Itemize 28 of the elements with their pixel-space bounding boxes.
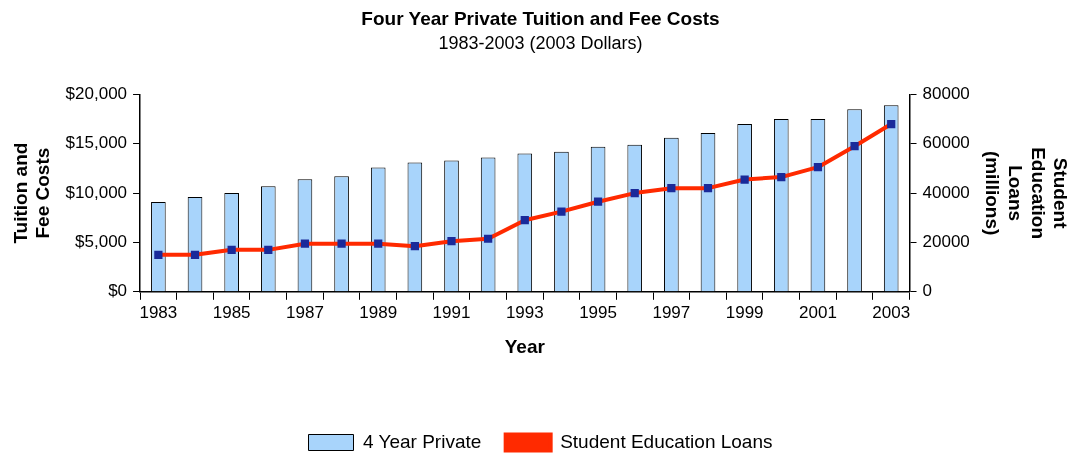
- legend-label: Student Education Loans: [560, 430, 773, 452]
- y-tick-label: $0: [108, 281, 128, 301]
- y-tick-label: $10,000: [65, 182, 128, 202]
- y2-tick-label: 0: [922, 281, 932, 301]
- x-tick-label: 1997: [652, 302, 691, 322]
- x-tick-label: 1999: [725, 302, 764, 322]
- y2-tick-label: 40000: [922, 182, 970, 202]
- x-tick-label: 1987: [286, 302, 324, 322]
- x-tick-label: 1991: [432, 302, 471, 322]
- y2-tick-label: 20000: [922, 232, 970, 252]
- x-tick-label: 1995: [579, 302, 617, 322]
- y-axis-title: Tuition and Fee Costs: [9, 142, 54, 244]
- x-tick-label: 2001: [799, 302, 837, 322]
- chart-subtitle: 1983-2003 (2003 Dollars): [438, 32, 643, 53]
- y2-tick-label: 80000: [922, 84, 970, 104]
- y-tick-label: $15,000: [65, 133, 128, 153]
- x-tick-label: 1989: [359, 302, 398, 322]
- x-tick-label: 2003: [872, 302, 911, 322]
- x-tick-label: 1985: [212, 302, 251, 322]
- x-tick-label: 1983: [139, 302, 178, 322]
- legend-label: 4 Year Private: [363, 430, 482, 452]
- y-tick-label: $20,000: [65, 84, 128, 104]
- y2-tick-label: 60000: [922, 133, 970, 153]
- chart-title: Four Year Private Tuition and Fee Costs: [361, 7, 720, 29]
- x-axis-title: Year: [504, 335, 546, 357]
- x-tick-label: 1993: [505, 302, 544, 322]
- y-tick-label: $5,000: [75, 232, 128, 252]
- y2-axis-title: Student Education Loans (millions): [981, 147, 1072, 240]
